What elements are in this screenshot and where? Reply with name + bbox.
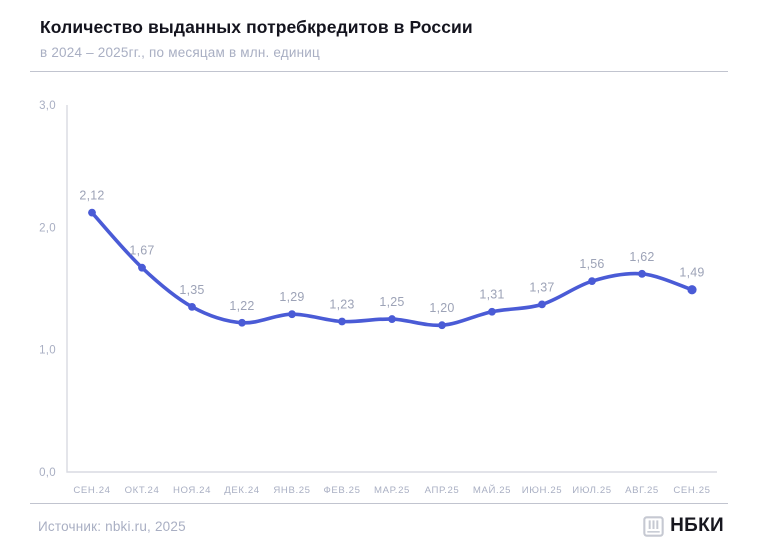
data-point [138, 263, 146, 272]
x-axis-tick-label: АВГ.25 [625, 485, 659, 496]
data-point-label: 1,35 [179, 283, 204, 297]
footer-divider [30, 503, 728, 504]
data-point [438, 321, 446, 330]
data-point-label: 1,22 [229, 299, 254, 313]
data-point-label: 1,62 [629, 250, 654, 264]
data-point-label: 2,12 [79, 189, 104, 203]
x-axis-tick-label: НОЯ.24 [173, 485, 211, 496]
x-axis-tick-label: СЕН.24 [73, 485, 110, 496]
chart-title: Количество выданных потребкредитов в Рос… [40, 17, 473, 37]
data-point [488, 307, 496, 316]
data-point-label: 1,20 [429, 301, 454, 315]
data-point [238, 318, 246, 327]
data-point [88, 208, 96, 217]
data-point-label: 1,23 [329, 298, 354, 312]
brand-logo: НБКИ [643, 515, 724, 537]
chart-header: Количество выданных потребкредитов в Рос… [40, 16, 728, 61]
data-point [588, 277, 596, 286]
chart-subtitle: в 2024 – 2025гг., по месяцам в млн. един… [40, 45, 320, 60]
x-axis-tick-label: ФЕВ.25 [323, 485, 360, 496]
x-axis-tick-label: ИЮЛ.25 [572, 485, 611, 496]
chart-footer: Источник: nbki.ru, 2025 НБКИ [38, 511, 724, 541]
data-point-label: 1,25 [379, 295, 404, 309]
y-axis-tick-label: 1,0 [39, 345, 56, 357]
data-point [288, 310, 296, 319]
x-axis-tick-label: МАЙ.25 [473, 484, 511, 496]
data-point-label: 1,37 [529, 280, 554, 294]
data-point [538, 300, 546, 309]
y-axis-tick-label: 3,0 [39, 100, 56, 112]
data-point-label: 1,49 [679, 266, 704, 280]
data-point-label: 1,56 [579, 257, 604, 271]
x-axis-tick-label: МАР.25 [374, 485, 410, 496]
brand-name: НБКИ [670, 515, 724, 536]
x-axis-tick-label: АПР.25 [425, 485, 460, 496]
nbki-abacus-icon [643, 515, 664, 537]
data-point [638, 269, 646, 278]
header-divider [30, 71, 728, 72]
x-axis-tick-label: ЯНВ.25 [273, 485, 310, 496]
data-point [388, 315, 396, 323]
x-axis-tick-label: СЕН.25 [673, 485, 710, 496]
data-point [188, 302, 196, 311]
data-point [338, 317, 346, 326]
data-point-label: 1,31 [479, 288, 504, 302]
x-axis-tick-label: ИЮН.25 [522, 485, 562, 496]
axis-frame [66, 105, 717, 473]
data-point-label: 1,67 [129, 244, 154, 258]
source-text: Источник: nbki.ru, 2025 [38, 518, 186, 534]
x-axis-tick-label: ДЕК.24 [224, 485, 259, 496]
y-axis-tick-label: 2,0 [39, 222, 56, 234]
x-axis-tick-label: ОКТ.24 [125, 485, 160, 496]
y-axis-tick-label: 0,0 [39, 467, 56, 479]
data-point [687, 285, 697, 295]
line-chart: 3,0 2,0 1,0 0,0 2,12 СЕН.24 1,67 ОКТ.24 1,35 НОЯ.… [39, 100, 717, 496]
data-point-label: 1,29 [279, 290, 304, 304]
